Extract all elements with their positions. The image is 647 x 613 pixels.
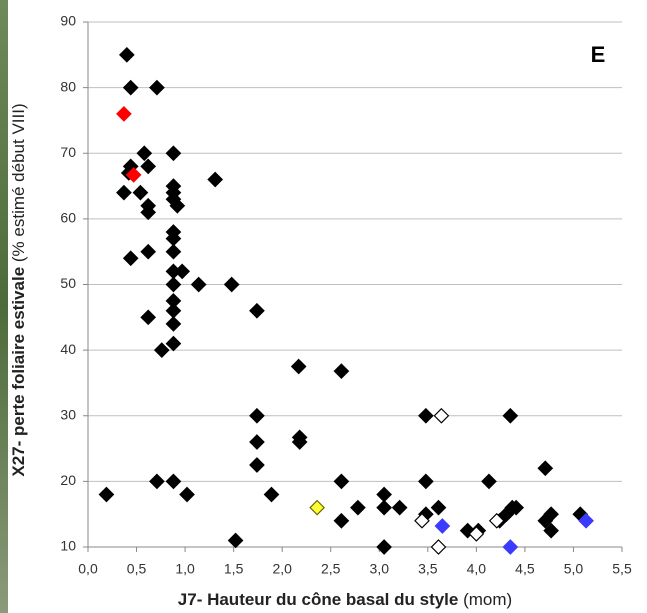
point (391, 499, 408, 516)
y-tick-label: 30 (60, 406, 76, 422)
x-axis-title: J7- Hauteur du cône basal du style (mom) (178, 590, 512, 609)
point (136, 145, 153, 162)
y-label-unit: (% estimé début VIII) (9, 103, 28, 262)
point (125, 167, 142, 183)
point (543, 506, 559, 523)
point (418, 407, 434, 424)
point (223, 276, 240, 293)
point (249, 457, 265, 473)
point (249, 407, 265, 424)
x-tick-label: 2,0 (272, 561, 292, 577)
point (149, 473, 165, 490)
y-tick-label: 90 (60, 13, 76, 29)
y-axis-title: X27- perte foliaire estivale (% estimé d… (9, 103, 28, 476)
panel-label: E (591, 42, 606, 67)
x-tick-label: 4,0 (467, 561, 487, 577)
point (333, 473, 350, 490)
point (291, 434, 308, 450)
point (537, 460, 554, 477)
point (98, 486, 115, 503)
x-label-unit: (mom) (463, 590, 512, 609)
point (543, 522, 559, 539)
point (140, 309, 157, 326)
point (350, 499, 366, 516)
point (116, 184, 132, 201)
point (468, 526, 485, 542)
point (227, 532, 244, 549)
point (132, 184, 149, 201)
point (118, 46, 135, 63)
point (433, 407, 450, 424)
point (434, 518, 451, 534)
point (165, 316, 182, 332)
point (488, 512, 505, 529)
y-tick-label: 70 (60, 144, 76, 160)
point (179, 486, 195, 503)
point (481, 473, 497, 490)
point (333, 512, 350, 529)
point (414, 512, 430, 529)
y-tick-label: 80 (60, 78, 76, 94)
point (249, 434, 265, 450)
point (376, 539, 392, 555)
x-tick-label: 0,0 (78, 561, 98, 577)
y-tick-label: 50 (60, 275, 76, 291)
point (502, 407, 519, 424)
x-tick-label: 3,5 (418, 561, 438, 577)
point (263, 486, 280, 503)
point (174, 263, 191, 280)
point (207, 171, 224, 188)
point (122, 250, 139, 267)
point (309, 499, 325, 516)
point (165, 276, 182, 293)
x-tick-label: 5,0 (564, 561, 584, 577)
background (8, 0, 647, 613)
point (418, 473, 434, 490)
point (116, 106, 132, 122)
y-tick-label: 20 (60, 472, 76, 488)
point (165, 473, 182, 490)
point (140, 158, 157, 175)
x-tick-label: 1,5 (224, 561, 244, 577)
point (140, 204, 157, 221)
x-tick-label: 2,5 (321, 561, 341, 577)
point (502, 539, 519, 555)
x-tick-label: 0,5 (127, 561, 147, 577)
x-tick-label: 4,5 (515, 561, 535, 577)
point (249, 302, 265, 319)
point (430, 499, 447, 516)
point (190, 276, 207, 293)
y-tick-label: 40 (60, 341, 76, 357)
point (140, 243, 157, 260)
point (165, 243, 182, 260)
point (122, 79, 139, 96)
point (290, 358, 307, 375)
point (165, 335, 182, 352)
x-tick-label: 3,0 (370, 561, 390, 577)
point (153, 342, 170, 358)
point (508, 499, 525, 516)
point (169, 197, 186, 214)
x-label: J7- Hauteur du cône basal du style (178, 590, 459, 609)
x-tick-label: 5,5 (612, 561, 632, 577)
y-tick-label: 10 (60, 538, 76, 554)
photo-strip (0, 0, 8, 613)
point (165, 145, 182, 162)
y-tick-label: 60 (60, 210, 76, 226)
point (430, 539, 447, 555)
point (333, 363, 350, 379)
y-label: X27- perte foliaire estivale (9, 267, 28, 477)
point (578, 512, 594, 529)
point (376, 499, 392, 516)
x-tick-label: 1,0 (175, 561, 195, 577)
point (149, 79, 165, 96)
